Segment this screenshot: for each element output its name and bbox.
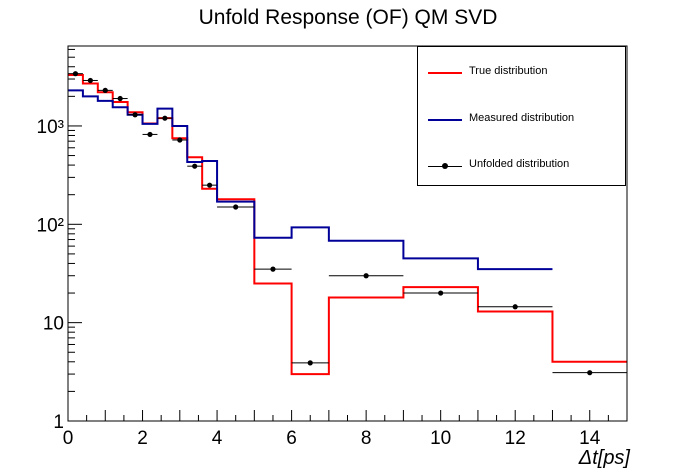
x-axis-label: Δt[ps]	[578, 447, 630, 469]
unfolded-point	[102, 87, 108, 93]
unfolded-point	[162, 115, 168, 121]
legend-item-unfolded: Unfolded distribution	[418, 156, 627, 176]
unfolded-point	[207, 182, 213, 188]
legend-line-measured	[428, 119, 462, 121]
y-tick-label: 1	[53, 412, 64, 433]
unfolded-point	[587, 370, 593, 376]
unfolded-point	[177, 137, 183, 143]
unfolded-point	[307, 360, 313, 366]
legend-line-true	[428, 72, 462, 74]
x-tick-label: 2	[137, 428, 148, 449]
x-tick-label: 0	[63, 428, 74, 449]
x-tick-label: 8	[361, 428, 372, 449]
x-tick-label: 4	[212, 428, 223, 449]
legend-label-unfolded: Unfolded distribution	[469, 158, 570, 170]
unfolded-point	[270, 266, 276, 272]
legend-item-measured: Measured distribution	[418, 110, 627, 130]
unfolded-point	[87, 77, 93, 84]
x-tick-label: 6	[286, 428, 297, 449]
series-1-step-line	[68, 89, 553, 271]
unfolded-point	[233, 204, 239, 210]
unfolded-point	[192, 163, 198, 169]
x-tick-label: 14	[579, 428, 601, 449]
legend-item-true: True distribution	[418, 63, 627, 83]
unfolded-point	[117, 95, 123, 102]
series-0-step-line	[68, 73, 627, 376]
unfolded-point	[438, 290, 444, 296]
unfolded-point	[363, 273, 369, 279]
y-tick-label: 10²	[37, 215, 64, 236]
legend-marker-unfolded	[442, 163, 448, 169]
unfolded-point	[147, 131, 153, 138]
unfolded-point	[512, 304, 518, 310]
x-tick-label: 10	[430, 428, 451, 449]
unfolded-point	[72, 71, 79, 77]
y-tick-label: 10	[43, 314, 64, 335]
legend: True distribution Measured distribution …	[417, 46, 626, 186]
legend-label-measured: Measured distribution	[469, 112, 575, 124]
x-tick-label: 12	[505, 428, 526, 449]
unfolded-point	[132, 112, 138, 118]
legend-label-true: True distribution	[469, 65, 548, 77]
chart-title: Unfold Response (OF) QM SVD	[198, 6, 498, 29]
y-tick-label: 10³	[37, 117, 64, 138]
